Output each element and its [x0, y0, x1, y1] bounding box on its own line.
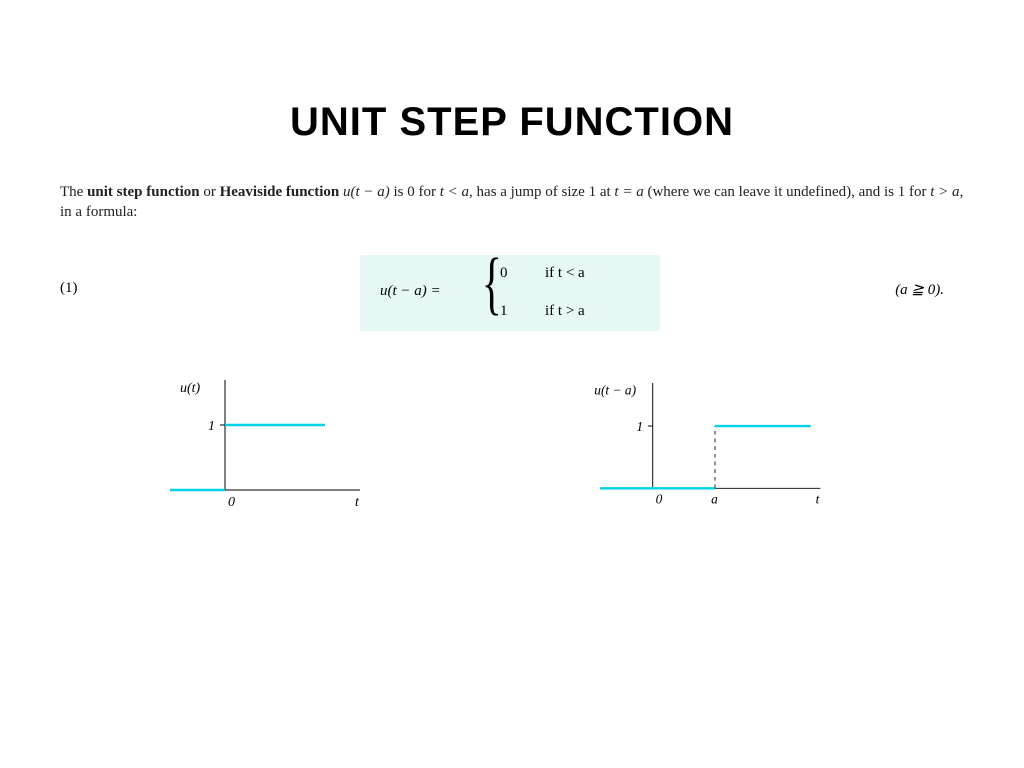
case-0-value: 0 — [500, 265, 508, 282]
def-text: The — [60, 184, 87, 200]
equation-condition: (a ≧ 0). — [895, 280, 944, 299]
def-term-2: Heaviside function — [220, 184, 340, 200]
equation-number: (1) — [60, 280, 78, 297]
y-axis-label: u(t) — [180, 381, 201, 396]
formula-box: u(t − a) = { 0 if t < a 1 if t > a — [360, 255, 660, 331]
a-tick-label: a — [711, 492, 718, 507]
def-cond-3: t > a — [930, 184, 959, 200]
case-0-condition: if t < a — [545, 265, 585, 282]
plot-ut: u(t) 1 0 t — [155, 380, 385, 520]
case-1-value: 1 — [500, 303, 508, 320]
def-cond-2: t = a — [614, 184, 643, 200]
formula-row: (1) u(t − a) = { 0 if t < a 1 if t > a (… — [60, 255, 964, 335]
case-1-cond-text: if t > a — [545, 303, 585, 319]
y-axis-label: u(t − a) — [594, 382, 636, 397]
formula-lhs: u(t − a) = — [380, 283, 441, 300]
origin-label: 0 — [228, 495, 235, 510]
def-text: , has a jump of size 1 at — [469, 184, 614, 200]
x-axis-label: t — [816, 492, 820, 507]
definition-paragraph: The unit step function or Heaviside func… — [60, 182, 964, 223]
case-1-condition: if t > a — [545, 303, 585, 320]
brace-icon: { — [482, 249, 502, 319]
page-title: UNIT STEP FUNCTION — [0, 100, 1024, 145]
def-cond-1: t < a — [440, 184, 469, 200]
origin-label: 0 — [656, 492, 663, 507]
plot-ut-minus-a: u(t − a) 1 0 a t — [600, 380, 830, 520]
def-text: or — [200, 184, 220, 200]
def-term-1: unit step function — [87, 184, 200, 200]
x-axis-label: t — [355, 495, 360, 510]
y-tick-label: 1 — [208, 419, 215, 434]
def-text: (where we can leave it undefined), and i… — [644, 184, 931, 200]
def-fn: u(t − a) — [343, 184, 390, 200]
def-text: is 0 for — [390, 184, 440, 200]
case-0-cond-text: if t < a — [545, 265, 585, 281]
y-tick-label: 1 — [636, 419, 643, 434]
